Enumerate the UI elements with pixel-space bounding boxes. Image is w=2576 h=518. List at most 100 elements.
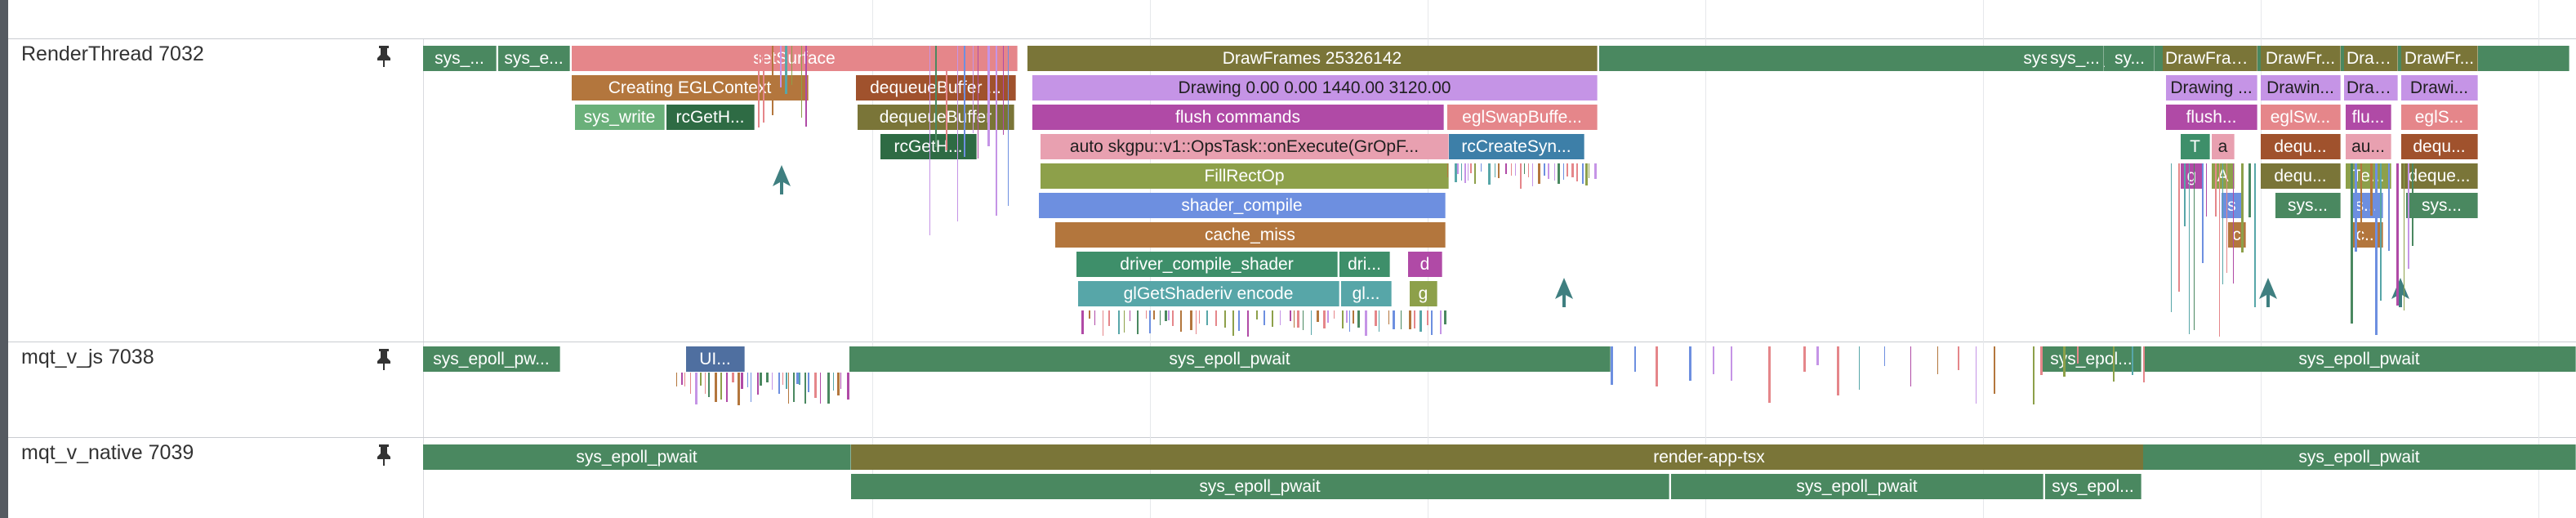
event-tick[interactable] (1224, 310, 1227, 328)
mqt-v-js-slice[interactable]: sys_epoll_pw... (423, 346, 560, 372)
event-tick[interactable] (1148, 310, 1151, 334)
event-tick[interactable] (771, 46, 773, 115)
renderthread-slice[interactable]: eglSw... (2261, 105, 2341, 130)
flow-arrow-icon[interactable] (2257, 276, 2279, 309)
event-tick[interactable] (1461, 163, 1463, 181)
event-tick[interactable] (1803, 346, 1806, 372)
event-tick[interactable] (1326, 310, 1329, 324)
event-tick[interactable] (1469, 163, 1472, 173)
renderthread-slice[interactable]: glGetShaderiv encode (1078, 281, 1339, 306)
event-tick[interactable] (929, 46, 930, 235)
event-tick[interactable] (1180, 310, 1183, 333)
event-tick[interactable] (820, 373, 822, 404)
timeline-area[interactable]: sys_... sys_e... setSurface DrawFrames 2532… (423, 0, 2576, 518)
event-tick[interactable] (2131, 346, 2133, 375)
event-tick[interactable] (2189, 163, 2190, 334)
renderthread-slice[interactable]: DrawFram... (2163, 46, 2257, 71)
event-tick[interactable] (1504, 163, 1507, 174)
event-tick[interactable] (1165, 310, 1168, 321)
event-tick[interactable] (1566, 163, 1568, 176)
event-tick[interactable] (1440, 310, 1442, 334)
event-tick[interactable] (2032, 346, 2035, 404)
event-tick[interactable] (973, 46, 974, 133)
event-tick[interactable] (1311, 310, 1313, 335)
event-tick[interactable] (760, 373, 763, 386)
event-tick[interactable] (1189, 310, 1192, 330)
event-tick[interactable] (1137, 310, 1139, 335)
event-tick[interactable] (2248, 163, 2252, 217)
event-tick[interactable] (1081, 310, 1084, 334)
event-tick[interactable] (1858, 346, 1860, 390)
event-tick[interactable] (846, 373, 849, 400)
renderthread-slice[interactable]: eglSwapBuffe... (1447, 105, 1598, 130)
event-tick[interactable] (720, 373, 722, 400)
renderthread-slice[interactable]: cache_miss (1055, 222, 1446, 248)
event-tick[interactable] (808, 373, 810, 392)
mqt-v-js-slice[interactable]: sys_epoll_pwait (849, 346, 1611, 372)
event-tick[interactable] (1374, 310, 1377, 326)
event-tick[interactable] (1655, 346, 1658, 386)
event-tick[interactable] (1937, 346, 1939, 374)
event-tick[interactable] (676, 373, 677, 386)
event-tick[interactable] (1553, 163, 1555, 181)
event-tick[interactable] (2379, 163, 2382, 301)
event-tick[interactable] (1582, 163, 1584, 185)
event-tick[interactable] (695, 373, 698, 404)
event-tick[interactable] (1419, 310, 1423, 333)
mqt-v-native-slice[interactable]: sys_epoll_pwait (423, 444, 851, 470)
event-tick[interactable] (2407, 163, 2409, 270)
event-tick[interactable] (1816, 346, 1820, 365)
pin-icon[interactable] (372, 347, 395, 372)
renderthread-slice[interactable]: Drawin... (2261, 75, 2341, 100)
mqt-v-native-slice[interactable]: sys_epoll_pwait (2143, 444, 2576, 470)
renderthread-slice[interactable]: dri... (1339, 252, 1390, 277)
event-tick[interactable] (1341, 310, 1344, 328)
event-tick[interactable] (935, 46, 938, 148)
renderthread-slice[interactable]: Creating EGLContext (572, 75, 809, 100)
event-tick[interactable] (813, 373, 817, 399)
event-tick[interactable] (946, 46, 948, 150)
event-tick[interactable] (1594, 163, 1598, 179)
event-tick[interactable] (1957, 346, 1959, 370)
renderthread-slice[interactable]: gl... (1341, 281, 1392, 306)
flow-arrow-icon[interactable] (1553, 276, 1575, 309)
event-tick[interactable] (1464, 163, 1467, 184)
event-tick[interactable] (1145, 310, 1147, 319)
event-tick[interactable] (782, 373, 784, 386)
event-tick[interactable] (1563, 163, 1565, 180)
event-tick[interactable] (758, 46, 760, 127)
event-tick[interactable] (700, 373, 702, 386)
event-tick[interactable] (788, 373, 790, 404)
event-tick[interactable] (1153, 310, 1156, 319)
event-tick[interactable] (1199, 310, 1201, 324)
renderthread-slice[interactable]: eglS... (2401, 105, 2478, 130)
renderthread-slice[interactable]: au... (2346, 134, 2391, 159)
event-tick[interactable] (840, 373, 842, 390)
event-tick[interactable] (1473, 163, 1476, 184)
event-tick[interactable] (714, 373, 717, 403)
event-tick[interactable] (1256, 310, 1259, 320)
event-tick[interactable] (705, 373, 706, 394)
event-tick[interactable] (1527, 163, 1529, 177)
renderthread-slice[interactable]: dequ... (2401, 134, 2478, 159)
event-tick[interactable] (957, 46, 959, 222)
event-tick[interactable] (2142, 346, 2145, 383)
renderthread-slice[interactable]: rcGetH... (880, 134, 977, 159)
renderthread-slice[interactable]: DrawFr... (2401, 46, 2478, 71)
pin-icon[interactable] (372, 44, 395, 69)
event-tick[interactable] (2253, 163, 2256, 308)
event-tick[interactable] (2226, 163, 2228, 273)
event-tick[interactable] (1365, 310, 1368, 336)
event-tick[interactable] (1094, 310, 1095, 326)
renderthread-slice[interactable]: dequ... (2261, 134, 2341, 159)
event-tick[interactable] (1348, 310, 1350, 332)
event-tick[interactable] (684, 373, 685, 386)
event-tick[interactable] (1297, 310, 1300, 328)
mqt-v-js-slice[interactable]: sys_epoll_pwait (2143, 346, 2576, 372)
event-tick[interactable] (2194, 163, 2195, 331)
event-tick[interactable] (762, 46, 764, 123)
event-tick[interactable] (1575, 163, 1578, 181)
event-tick[interactable] (2120, 346, 2123, 373)
event-tick[interactable] (1910, 346, 1911, 386)
event-tick[interactable] (1584, 163, 1588, 186)
